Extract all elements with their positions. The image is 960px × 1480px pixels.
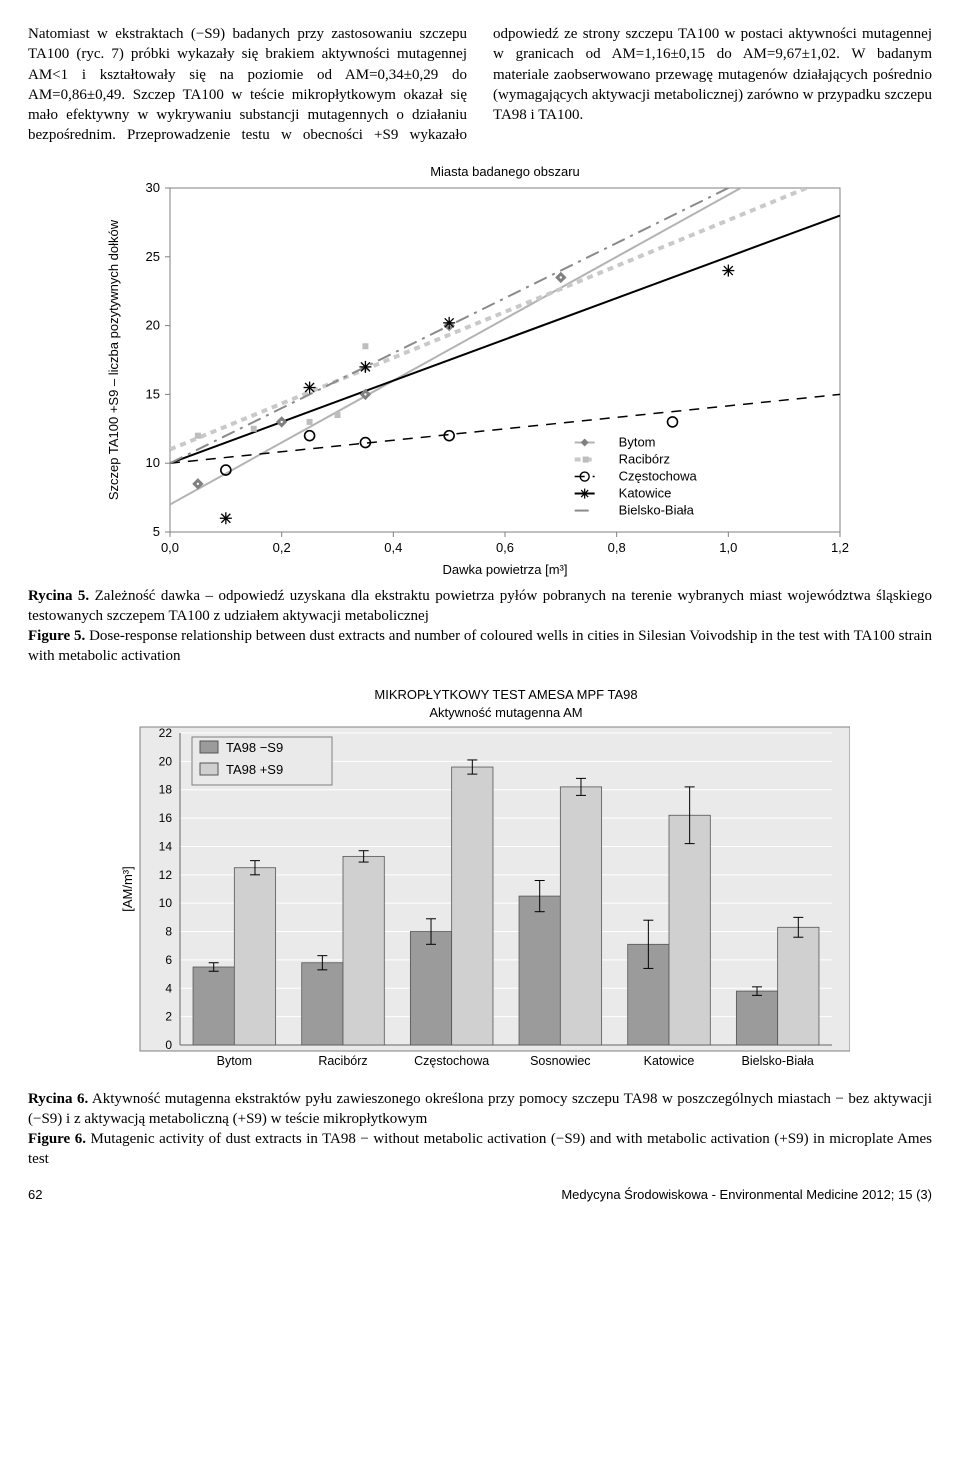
intro-paragraph: Natomiast w ekstraktach (−S9) badanych p…	[28, 24, 932, 146]
svg-text:TA98 +S9: TA98 +S9	[226, 762, 283, 777]
svg-text:Racibórz: Racibórz	[318, 1054, 367, 1068]
para-right: wykazało odpowiedź ze strony szczepu TA1…	[410, 26, 932, 143]
svg-text:25: 25	[146, 248, 160, 263]
svg-text:[AM/m³]: [AM/m³]	[120, 866, 135, 912]
svg-text:1,2: 1,2	[831, 540, 849, 555]
svg-text:12: 12	[159, 867, 173, 881]
svg-text:18: 18	[159, 782, 173, 796]
svg-text:10: 10	[146, 455, 160, 470]
svg-text:Aktywność mutagenna AM: Aktywność mutagenna AM	[429, 705, 582, 720]
svg-text:Bielsko-Biała: Bielsko-Biała	[742, 1054, 814, 1068]
svg-text:20: 20	[159, 754, 173, 768]
svg-text:Częstochowa: Częstochowa	[619, 468, 698, 483]
fig5-caption-pl: Zależność dawka – odpowiedź uzyskana dla…	[28, 588, 932, 624]
svg-text:2: 2	[165, 1009, 172, 1023]
svg-text:0,8: 0,8	[608, 540, 626, 555]
para-left: Natomiast w ekstraktach (−S9) badanych p…	[28, 26, 467, 143]
svg-text:MIKROPŁYTKOWY TEST AMESA MPF T: MIKROPŁYTKOWY TEST AMESA MPF TA98	[374, 687, 637, 702]
svg-text:Częstochowa: Częstochowa	[414, 1054, 489, 1068]
svg-text:0: 0	[165, 1038, 172, 1052]
page-footer: 62 Medycyna Środowiskowa - Environmental…	[28, 1186, 932, 1204]
svg-text:0,2: 0,2	[273, 540, 291, 555]
svg-text:1,0: 1,0	[719, 540, 737, 555]
figure-5: Miasta badanego obszaru 0,0 0,2 0,4 0,6 0,8 1,…	[28, 160, 932, 580]
svg-text:Racibórz: Racibórz	[619, 451, 670, 466]
fig6-caption-pl-label: Rycina 6.	[28, 1091, 88, 1107]
svg-text:14: 14	[159, 839, 173, 853]
svg-text:22: 22	[159, 726, 173, 740]
fig5-caption-en: Dose-response relationship between dust …	[28, 628, 932, 664]
page-number: 62	[28, 1186, 42, 1204]
fig5-svg: Miasta badanego obszaru 0,0 0,2 0,4 0,6 0,8 1,…	[100, 160, 860, 580]
fig6-caption: Rycina 6. Aktywność mutagenna ekstraktów…	[28, 1089, 932, 1170]
svg-text:15: 15	[146, 386, 160, 401]
fig6-caption-en: Mutagenic activity of dust extracts in T…	[28, 1131, 932, 1167]
svg-text:30: 30	[146, 180, 160, 195]
fig5-caption-pl-label: Rycina 5.	[28, 588, 89, 604]
svg-text:Bytom: Bytom	[217, 1054, 252, 1068]
svg-text:Szczep TA100 +S9 – liczba pozy: Szczep TA100 +S9 – liczba pozytywnych do…	[106, 219, 121, 500]
svg-text:8: 8	[165, 924, 172, 938]
svg-text:0,4: 0,4	[384, 540, 402, 555]
svg-text:Sosnowiec: Sosnowiec	[530, 1054, 590, 1068]
svg-text:16: 16	[159, 811, 173, 825]
figure-6: MIKROPŁYTKOWY TEST AMESA MPF TA98 Aktywno…	[28, 683, 932, 1083]
svg-text:Katowice: Katowice	[619, 485, 672, 500]
fig6-caption-pl: Aktywność mutagenna ekstraktów pyłu zawi…	[28, 1091, 932, 1127]
svg-text:20: 20	[146, 317, 160, 332]
fig5-caption: Rycina 5. Zależność dawka – odpowiedź uz…	[28, 586, 932, 667]
svg-text:6: 6	[165, 952, 172, 966]
svg-text:Dawka powietrza [m³]: Dawka powietrza [m³]	[443, 562, 568, 577]
fig6-svg: MIKROPŁYTKOWY TEST AMESA MPF TA98 Aktywno…	[110, 683, 850, 1083]
svg-text:10: 10	[159, 896, 173, 910]
svg-text:TA98 −S9: TA98 −S9	[226, 740, 283, 755]
journal-ref: Medycyna Środowiskowa - Environmental Me…	[561, 1186, 932, 1204]
svg-text:4: 4	[165, 981, 172, 995]
fig6-caption-en-label: Figure 6.	[28, 1131, 86, 1147]
svg-text:5: 5	[153, 524, 160, 539]
svg-text:0,0: 0,0	[161, 540, 179, 555]
svg-text:Bielsko-Biała: Bielsko-Biała	[619, 502, 695, 517]
svg-text:Bytom: Bytom	[619, 434, 656, 449]
svg-text:0,6: 0,6	[496, 540, 514, 555]
fig5-caption-en-label: Figure 5.	[28, 628, 85, 644]
svg-text:Miasta badanego obszaru: Miasta badanego obszaru	[430, 164, 580, 179]
svg-text:Katowice: Katowice	[644, 1054, 695, 1068]
